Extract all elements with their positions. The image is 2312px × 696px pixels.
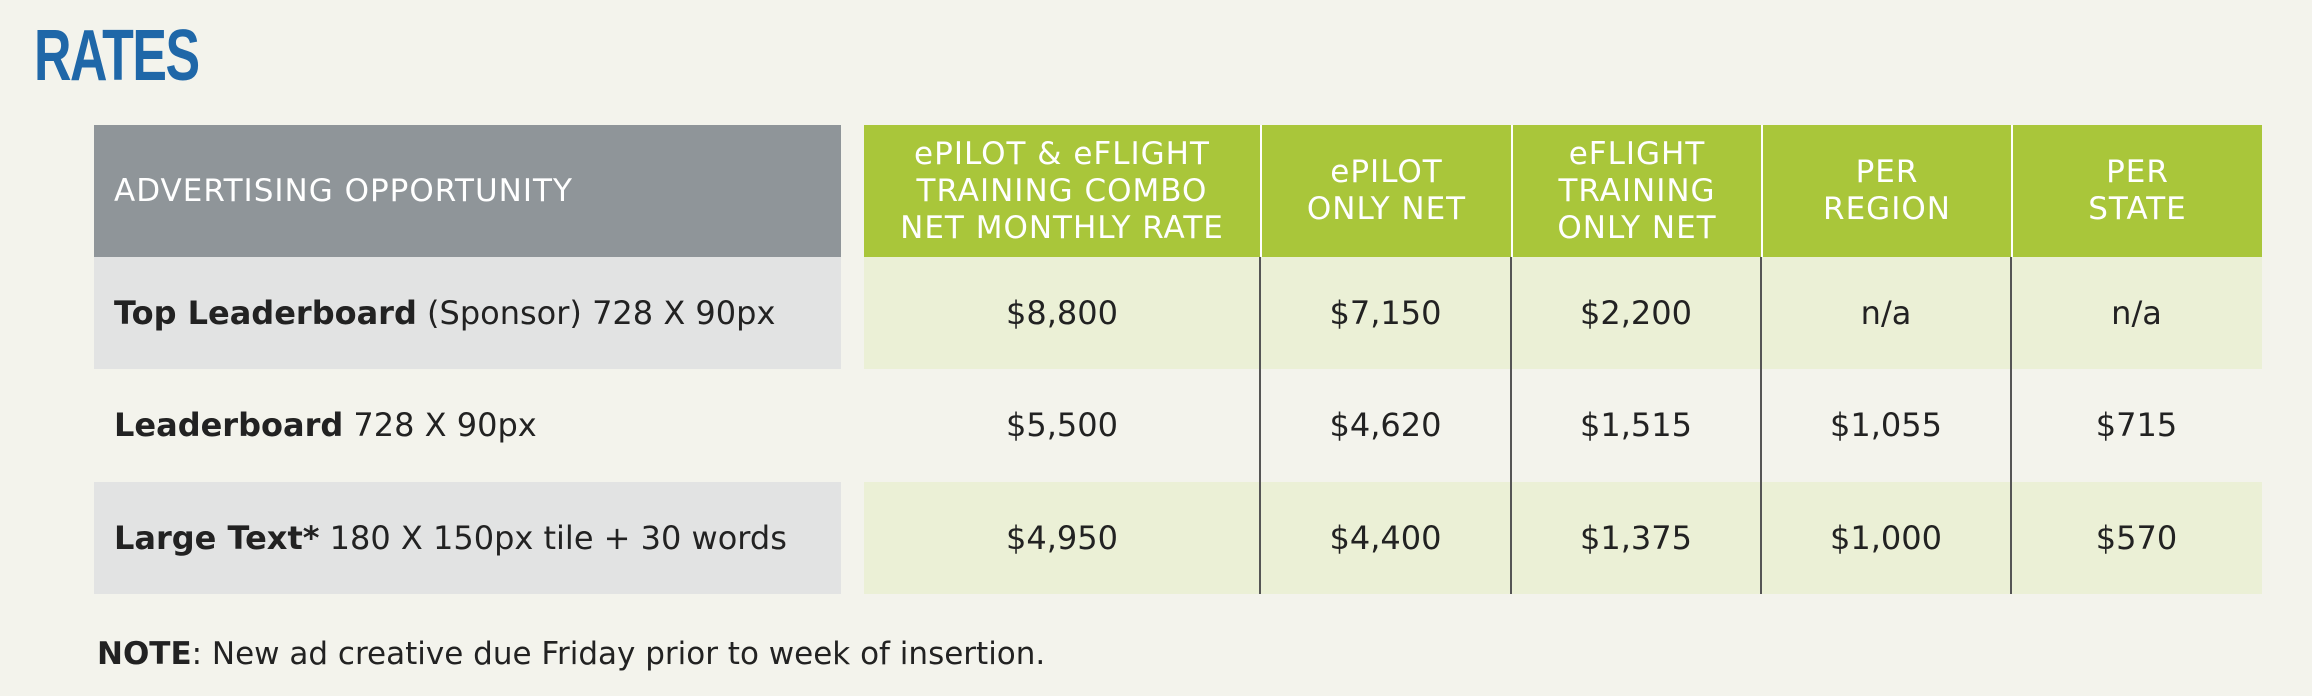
- note: NOTE: New ad creative due Friday prior t…: [97, 636, 1045, 672]
- combo-rate-header: ePILOT & eFLIGHT TRAINING COMBO NET MONT…: [864, 125, 1260, 257]
- header-line: TRAINING: [1558, 172, 1716, 209]
- table-cell: $1,055: [1830, 406, 1942, 444]
- row-label-rest: 728 X 90px: [343, 406, 537, 444]
- column-divider: [2010, 257, 2012, 594]
- per-region-header: PER REGION: [1761, 125, 2011, 257]
- advertising-opportunity-header: ADVERTISING OPPORTUNITY: [94, 125, 841, 257]
- table-cell: $715: [2095, 406, 2178, 444]
- column-divider: [1760, 257, 1762, 594]
- header-line: ePILOT: [1330, 154, 1443, 190]
- header-line: PER: [1855, 154, 1919, 190]
- header-line: ePILOT & eFLIGHT: [914, 135, 1210, 172]
- table-cell: $4,620: [1329, 406, 1442, 444]
- table-cell: $7,150: [1329, 294, 1442, 332]
- row-label-rest: 180 X 150px tile + 30 words: [319, 519, 787, 557]
- epilot-only-header: ePILOT ONLY NET: [1260, 125, 1511, 257]
- table-cell: $4,400: [1329, 519, 1442, 557]
- table-cell: $8,800: [1006, 294, 1118, 332]
- table-cell: $5,500: [1006, 406, 1118, 444]
- table-cell: n/a: [2111, 294, 2162, 332]
- table-cell: $1,515: [1580, 406, 1692, 444]
- column-divider: [1510, 257, 1512, 594]
- table-cell: $4,950: [1006, 519, 1118, 557]
- eflight-only-header: eFLIGHT TRAINING ONLY NET: [1511, 125, 1761, 257]
- row-label-rest: (Sponsor) 728 X 90px: [416, 294, 776, 332]
- table-cell: $1,375: [1580, 519, 1692, 557]
- header-line: REGION: [1823, 191, 1951, 227]
- header-line: TRAINING COMBO: [916, 172, 1208, 209]
- table-row-label: Leaderboard 728 X 90px: [94, 369, 841, 481]
- table-row-label: Large Text* 180 X 150px tile + 30 words: [94, 482, 841, 594]
- header-line: NET MONTHLY RATE: [900, 209, 1224, 246]
- row-label-bold: Leaderboard: [114, 406, 344, 444]
- column-divider: [1259, 257, 1261, 594]
- table-row-label: Top Leaderboard (Sponsor) 728 X 90px: [94, 257, 841, 369]
- header-line: ONLY NET: [1557, 209, 1717, 246]
- note-text: : New ad creative due Friday prior to we…: [191, 636, 1046, 672]
- header-line: PER: [2106, 154, 2169, 190]
- header-line: STATE: [2088, 191, 2187, 227]
- header-line: ONLY NET: [1306, 191, 1467, 227]
- table-cell: n/a: [1860, 294, 1912, 332]
- table-cell: $1,000: [1830, 519, 1942, 557]
- header-line: eFLIGHT: [1568, 135, 1706, 172]
- per-state-header: PER STATE: [2011, 125, 2262, 257]
- note-label: NOTE: [97, 636, 192, 672]
- row-tint: [864, 482, 2262, 594]
- table-cell: $2,200: [1580, 294, 1692, 332]
- row-label-bold: Large Text*: [114, 519, 320, 557]
- table-cell: $570: [2095, 519, 2178, 557]
- row-label-bold: Top Leaderboard: [114, 294, 417, 332]
- page-title: RATES: [34, 16, 200, 96]
- row-tint: [864, 257, 2262, 369]
